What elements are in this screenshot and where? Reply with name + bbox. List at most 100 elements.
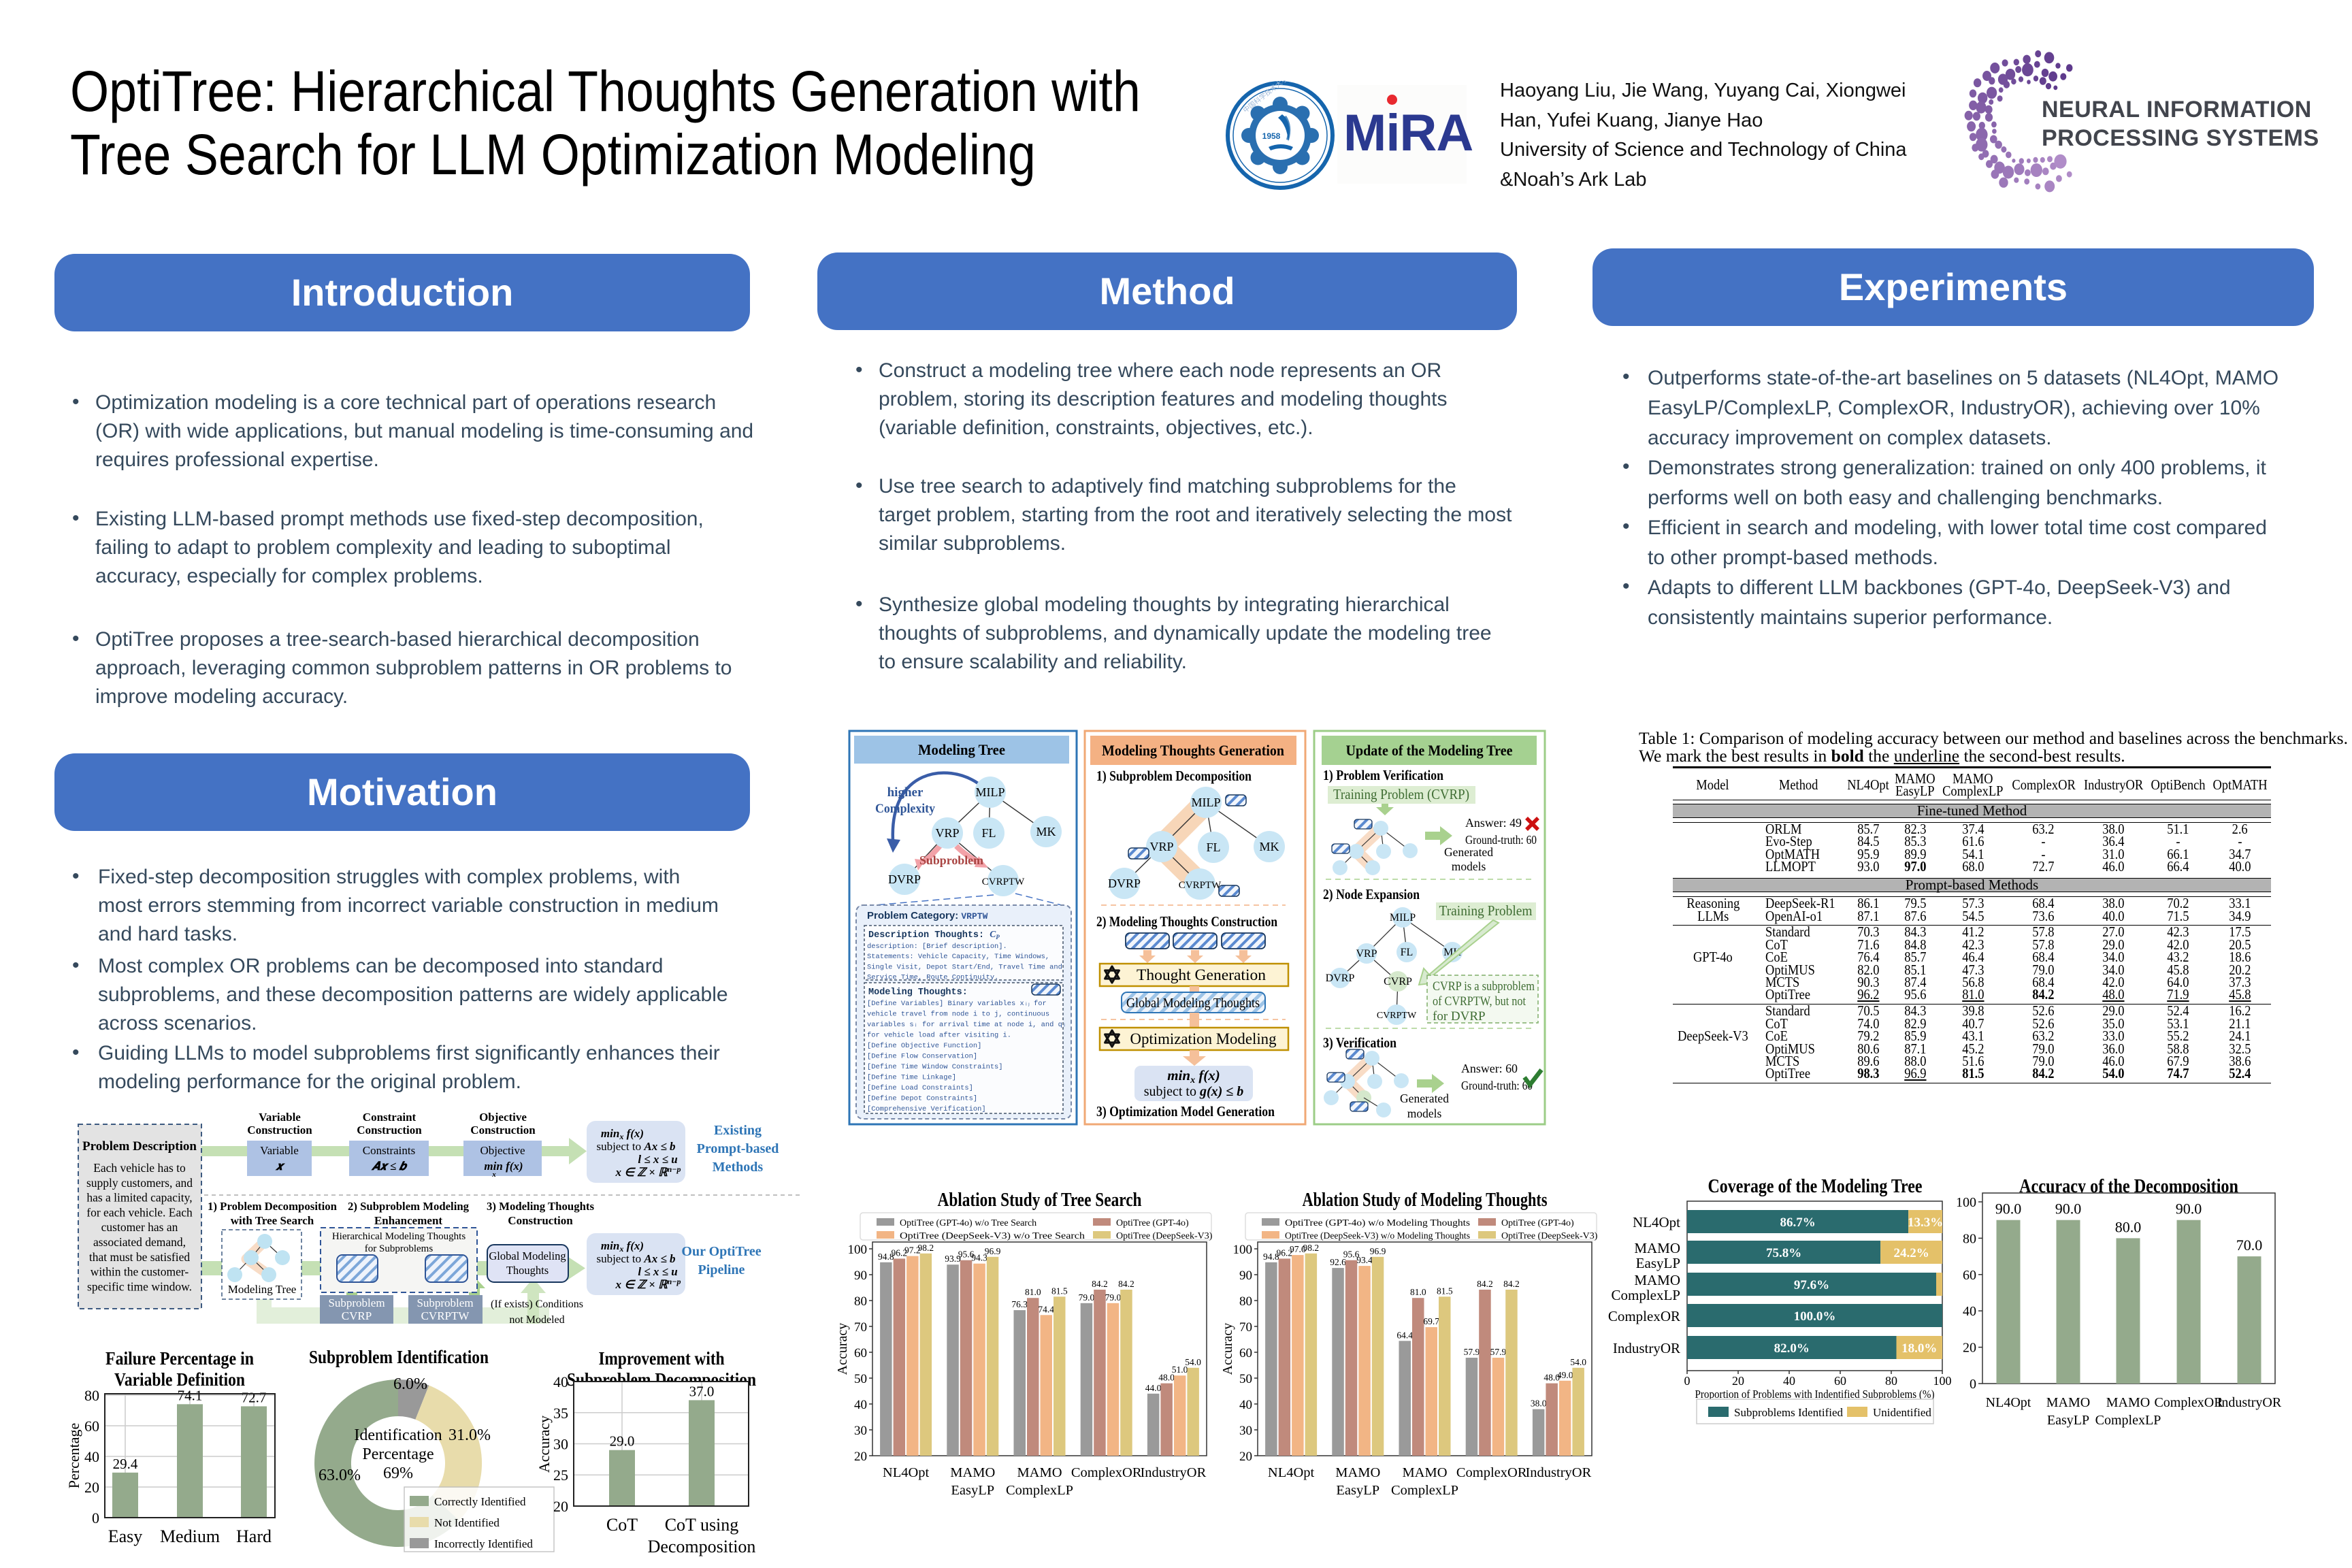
svg-text:81.5: 81.5 [1437, 1286, 1453, 1296]
svg-text:60: 60 [84, 1418, 99, 1435]
svg-text:82.0%: 82.0% [1774, 1341, 1810, 1356]
svg-text:ComplexOR: ComplexOR [2154, 1395, 2223, 1410]
svg-text:NL4Opt: NL4Opt [1268, 1465, 1315, 1480]
svg-text:CVRPTW: CVRPTW [1179, 880, 1222, 891]
svg-text:Service Time, Route Continuity: Service Time, Route Continuity. [867, 974, 998, 982]
svg-text:Unidentified: Unidentified [1873, 1406, 1931, 1419]
svg-text:2) Node Expansion: 2) Node Expansion [1323, 886, 1420, 902]
svg-text:Prompt-based: Prompt-based [697, 1141, 779, 1156]
svg-text:for DVRP: for DVRP [1433, 1009, 1486, 1024]
svg-text:ComplexLP: ComplexLP [1006, 1483, 1073, 1498]
svg-text:PROCESSING SYSTEMS: PROCESSING SYSTEMS [2042, 125, 2319, 151]
svg-text:97.2: 97.2 [904, 1245, 921, 1256]
svg-text:95.6: 95.6 [1343, 1250, 1360, 1260]
svg-text:2) Subproblem Modeling: 2) Subproblem Modeling [348, 1200, 469, 1213]
svg-text:Existing: Existing [714, 1123, 762, 1138]
svg-text:Problem Category: VRPTW: Problem Category: VRPTW [867, 910, 988, 921]
svg-text:13.3%: 13.3% [1908, 1215, 1943, 1230]
svg-text:Coverage of the Modeling Tree: Coverage of the Modeling Tree [1708, 1176, 1923, 1197]
svg-text:x ∈ ℤ × ℝn−p: x ∈ ℤ × ℝn−p [615, 1164, 681, 1179]
svg-text:NL4Opt: NL4Opt [1986, 1395, 2031, 1410]
svg-text:94.3: 94.3 [971, 1253, 987, 1263]
svg-text:80: 80 [1885, 1374, 1897, 1388]
svg-text:subject to g(x) ≤ b: subject to g(x) ≤ b [1144, 1084, 1244, 1099]
svg-text:Methods: Methods [713, 1160, 764, 1175]
svg-text:ComplexLP: ComplexLP [1611, 1287, 1680, 1303]
svg-text:98.2: 98.2 [917, 1243, 934, 1253]
svg-text:69.7: 69.7 [1423, 1316, 1439, 1326]
svg-text:specific time window.: specific time window. [87, 1279, 192, 1293]
svg-text:that must be satisfied: that must be satisfied [89, 1250, 190, 1264]
svg-text:98.2: 98.2 [1303, 1243, 1319, 1253]
svg-text:ComplexLP: ComplexLP [2095, 1413, 2161, 1428]
svg-text:100: 100 [848, 1243, 868, 1257]
svg-text:NEURAL INFORMATION: NEURAL INFORMATION [2042, 97, 2312, 122]
svg-text:Problem Description: Problem Description [82, 1139, 197, 1154]
svg-text:40: 40 [84, 1448, 99, 1465]
svg-text:94.8: 94.8 [1263, 1252, 1279, 1262]
svg-text:Accuracy: Accuracy [837, 1323, 850, 1375]
svg-text:96.2: 96.2 [1276, 1247, 1292, 1258]
svg-text:Complexity: Complexity [875, 802, 935, 816]
svg-text:min f(x): min f(x) [484, 1160, 523, 1173]
svg-text:Subproblem: Subproblem [416, 1296, 473, 1309]
svg-text:100: 100 [1956, 1195, 1976, 1210]
svg-text:Answer: 49: Answer: 49 [1465, 816, 1522, 830]
svg-text:29.4: 29.4 [113, 1456, 138, 1472]
svg-text:63.0%: 63.0% [318, 1467, 361, 1484]
svg-text:ComplexOR: ComplexOR [1608, 1308, 1680, 1324]
svg-text:80: 80 [84, 1387, 99, 1404]
svg-text:Thought Generation: Thought Generation [1137, 966, 1267, 983]
svg-text:has a limited capacity,: has a limited capacity, [86, 1191, 192, 1205]
svg-text:37.0: 37.0 [689, 1383, 715, 1399]
svg-text:Correctly Identified: Correctly Identified [434, 1495, 526, 1508]
svg-text:3) Optimization Model Generati: 3) Optimization Model Generation [1096, 1103, 1275, 1120]
svg-text:Improvement with: Improvement with [599, 1348, 725, 1369]
svg-text:supply customers, and: supply customers, and [86, 1176, 193, 1190]
svg-text:Subproblem Identification: Subproblem Identification [309, 1347, 489, 1367]
svg-text:29.0: 29.0 [610, 1433, 635, 1450]
svg-text:50: 50 [1239, 1372, 1252, 1386]
svg-text:CVRP: CVRP [342, 1309, 372, 1322]
svg-text:Incorrectly Identified: Incorrectly Identified [434, 1537, 533, 1550]
svg-text:OptiTree (DeepSeek-V3): OptiTree (DeepSeek-V3) [1501, 1231, 1598, 1241]
svg-text:1) Problem Decomposition: 1) Problem Decomposition [208, 1200, 338, 1213]
svg-text:IndustryOR: IndustryOR [1613, 1340, 1680, 1356]
svg-text:86.7%: 86.7% [1780, 1215, 1815, 1230]
svg-text:Hierarchical Modeling Thoughts: Hierarchical Modeling Thoughts [332, 1231, 466, 1242]
svg-text:18.0%: 18.0% [1901, 1341, 1937, 1356]
svg-text:FL: FL [981, 826, 996, 840]
svg-text:69%: 69% [383, 1465, 413, 1482]
svg-text:MAMO: MAMO [1634, 1240, 1680, 1256]
svg-text:VRP: VRP [1149, 840, 1173, 853]
svg-text:60: 60 [1834, 1374, 1846, 1388]
svg-text:90.0: 90.0 [2176, 1200, 2202, 1218]
svg-text:IndustryOR: IndustryOR [2217, 1395, 2282, 1410]
svg-text:40: 40 [1783, 1374, 1795, 1388]
svg-text:Generated: Generated [1400, 1092, 1449, 1105]
svg-text:CVRP: CVRP [1384, 976, 1412, 987]
svg-text:25: 25 [553, 1467, 568, 1484]
svg-text:description: [Brief descriptio: description: [Brief description]. [867, 943, 1007, 951]
svg-text:20: 20 [854, 1450, 867, 1464]
svg-text:40: 40 [553, 1373, 568, 1390]
svg-text:associated demand,: associated demand, [93, 1235, 186, 1249]
svg-text:94.8: 94.8 [878, 1252, 894, 1262]
svg-text:MK: MK [1036, 825, 1056, 838]
svg-text:97.6: 97.6 [1290, 1244, 1306, 1254]
svg-text:84.2: 84.2 [1092, 1279, 1108, 1289]
svg-text:30: 30 [854, 1424, 867, 1438]
svg-text:Decomposition: Decomposition [648, 1537, 756, 1556]
svg-text:81.0: 81.0 [1410, 1287, 1426, 1297]
svg-text:subject to Ax ≤ b: subject to Ax ≤ b [596, 1140, 675, 1153]
svg-text:51.0: 51.0 [1172, 1365, 1188, 1375]
svg-text:Construction: Construction [470, 1124, 536, 1137]
svg-text:30: 30 [553, 1436, 568, 1453]
svg-text:CVRP is a subproblem: CVRP is a subproblem [1433, 979, 1535, 994]
svg-text:76.3: 76.3 [1011, 1299, 1028, 1309]
svg-text:97.6%: 97.6% [1794, 1278, 1829, 1292]
svg-text:CoT: CoT [606, 1515, 638, 1535]
svg-text:84.2: 84.2 [1503, 1279, 1520, 1289]
svg-text:for Subproblems: for Subproblems [365, 1243, 434, 1254]
svg-text:ComplexLP: ComplexLP [1391, 1483, 1458, 1498]
